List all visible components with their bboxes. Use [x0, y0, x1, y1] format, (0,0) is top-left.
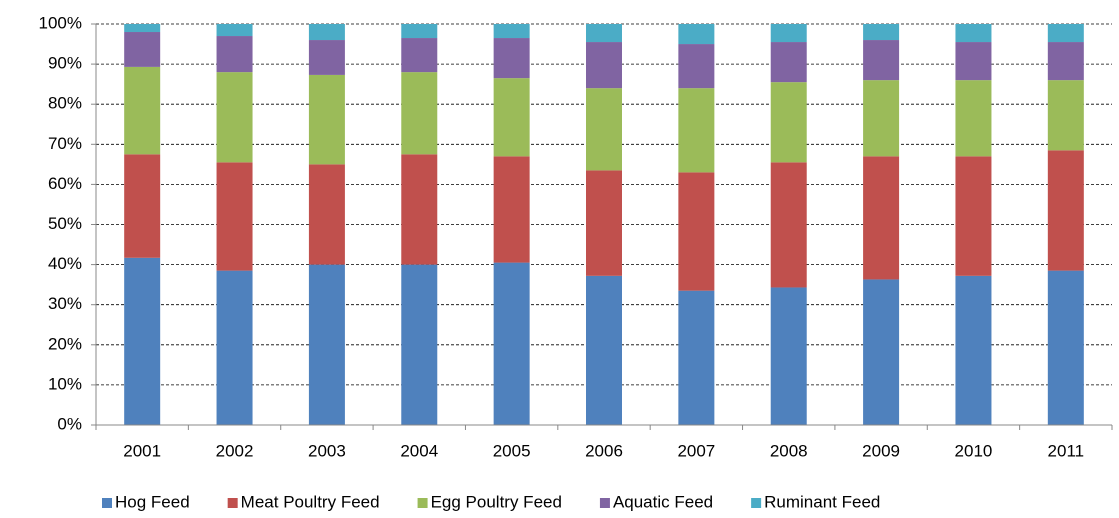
bar-segment: [586, 170, 622, 276]
bar-segment: [124, 24, 161, 33]
bar-segment: [401, 38, 438, 73]
bar-segment: [124, 32, 161, 67]
bar-segment: [770, 287, 807, 425]
bar-segment: [770, 82, 807, 163]
bar-segment: [863, 156, 900, 280]
bar-segment: [678, 24, 715, 45]
x-tick-label: 2004: [400, 441, 438, 460]
bar-segment: [308, 164, 345, 265]
legend-label: Meat Poultry Feed: [241, 492, 380, 511]
bar-segment: [770, 42, 807, 83]
bar-segment: [678, 44, 715, 89]
y-tick-label: 30%: [48, 294, 82, 313]
bar-segment: [216, 72, 253, 163]
x-tick-label: 2006: [585, 441, 623, 460]
bar-segment: [770, 24, 807, 43]
bar-segment: [401, 72, 438, 155]
bar-segment: [401, 154, 438, 265]
bar-segment: [955, 24, 992, 43]
bar-segment: [308, 40, 345, 75]
x-tick-label: 2005: [493, 441, 531, 460]
x-tick-label: 2010: [955, 441, 993, 460]
bar-segment: [770, 162, 807, 288]
bar-segment: [308, 264, 345, 425]
bar-segment: [216, 36, 253, 73]
bar-segment: [863, 80, 900, 157]
bar-segment: [955, 42, 992, 81]
bar-segment: [493, 38, 530, 79]
bar-segment: [863, 279, 900, 425]
bar-segment: [678, 290, 715, 425]
bar-segment: [308, 74, 345, 165]
bar-segment: [863, 24, 900, 41]
bar-segment: [124, 154, 161, 258]
bar-segment: [586, 42, 622, 89]
legend-label: Hog Feed: [115, 492, 190, 511]
bar-segment: [124, 257, 161, 425]
x-tick-label: 2007: [677, 441, 715, 460]
bar-segment: [493, 262, 530, 425]
y-tick-label: 60%: [48, 174, 82, 193]
legend-label: Ruminant Feed: [764, 492, 880, 511]
bar-segment: [1047, 270, 1084, 425]
x-tick-label: 2002: [216, 441, 254, 460]
bar-segment: [586, 88, 622, 171]
bar-segment: [493, 156, 530, 263]
x-tick-label: 2011: [1048, 441, 1085, 460]
bar-segment: [955, 275, 992, 425]
bar-segment: [1047, 24, 1084, 43]
legend-swatch: [227, 498, 238, 508]
bar-segment: [678, 172, 715, 291]
bar-segment: [216, 162, 253, 271]
bar-segment: [401, 264, 438, 425]
bar-segment: [1047, 80, 1084, 151]
bar-segment: [955, 156, 992, 276]
y-tick-label: 20%: [48, 334, 82, 353]
legend-label: Egg Poultry Feed: [431, 492, 562, 511]
x-tick-label: 2003: [308, 441, 346, 460]
bar-segment: [493, 78, 530, 157]
y-tick-label: 50%: [48, 214, 82, 233]
legend-swatch: [751, 498, 762, 508]
y-tick-label: 80%: [48, 94, 82, 113]
bar-segment: [586, 275, 622, 425]
bar-segment: [124, 66, 161, 155]
y-tick-label: 10%: [48, 374, 82, 393]
bar-segment: [216, 24, 253, 37]
bar-segment: [863, 40, 900, 81]
legend-swatch: [599, 498, 610, 508]
y-tick-label: 70%: [48, 134, 82, 153]
legend-swatch: [102, 498, 112, 508]
x-tick-label: 2009: [862, 441, 900, 460]
y-tick-label: 0%: [57, 414, 82, 433]
y-tick-label: 100%: [39, 13, 82, 32]
y-tick-label: 40%: [48, 254, 82, 273]
bar-segment: [401, 24, 438, 39]
bar-segment: [955, 80, 992, 157]
x-tick-label: 2008: [770, 441, 808, 460]
y-tick-label: 90%: [48, 54, 82, 73]
bar-segment: [216, 270, 253, 425]
bar-segment: [678, 88, 715, 173]
legend-label: Aquatic Feed: [613, 492, 713, 511]
bar-segment: [1047, 42, 1084, 81]
bar-segment: [1047, 150, 1084, 271]
legend-swatch: [417, 498, 428, 508]
x-tick-label: 2001: [123, 441, 161, 460]
bar-segment: [308, 24, 345, 41]
bar-segment: [493, 24, 530, 39]
bar-segment: [586, 24, 622, 43]
